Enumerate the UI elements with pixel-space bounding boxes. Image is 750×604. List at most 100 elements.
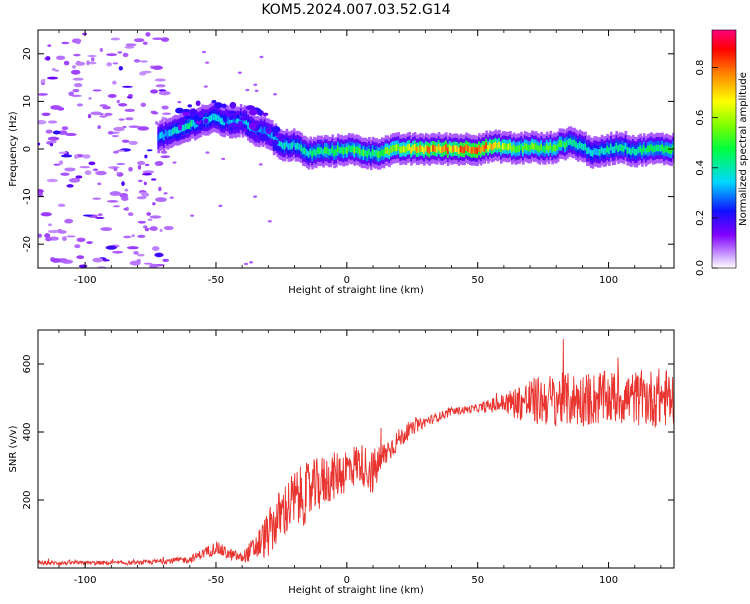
noise-blob — [258, 163, 263, 166]
noise-blob — [158, 186, 162, 192]
ridge-spread — [229, 101, 237, 109]
noise-blob — [154, 252, 164, 258]
noise-blob — [49, 140, 57, 144]
noise-blob — [75, 61, 86, 66]
ridge-cell — [520, 143, 523, 151]
y-tick-label: 400 — [22, 422, 33, 441]
ridge-cell — [578, 141, 582, 149]
noise-blob — [146, 212, 152, 216]
ridge-spread — [197, 124, 204, 131]
ridge-spread — [174, 134, 181, 140]
ridge-cell — [472, 146, 476, 154]
ridge-cell — [388, 148, 391, 156]
ridge-cell — [465, 144, 468, 152]
noise-blob — [92, 257, 104, 263]
y-tick-label: -20 — [22, 236, 33, 252]
noise-blob — [111, 134, 119, 138]
ridge-cell — [313, 148, 316, 156]
noise-blob — [121, 85, 133, 88]
ridge-cell — [338, 147, 342, 154]
noise-blob — [87, 113, 92, 119]
ridge-cell — [349, 145, 353, 153]
noise-blob — [88, 161, 96, 166]
noise-blob — [64, 218, 74, 224]
ridge-cell — [644, 147, 648, 155]
ridge-cell — [423, 147, 426, 154]
noise-blob — [41, 112, 51, 116]
noise-blob — [141, 172, 152, 176]
ridge-cell — [168, 129, 171, 137]
ridge-cell — [216, 114, 219, 122]
ridge-cell — [672, 144, 674, 152]
y-tick-label: 0 — [22, 146, 33, 152]
ridge-cell — [390, 146, 393, 153]
ridge-cell — [280, 141, 283, 149]
noise-blob — [129, 260, 141, 266]
ridge-cell — [283, 142, 287, 150]
ridge-cell — [542, 145, 545, 153]
ridge-spread — [248, 109, 258, 116]
ridge-cell — [487, 144, 490, 152]
colorbar-frame — [711, 29, 737, 269]
ridge-cell — [617, 145, 620, 152]
noise-blob — [121, 181, 125, 187]
noise-blob — [123, 235, 132, 239]
snr-panel: -100 -50 0 50 100 200 400 600 Height of straigh… — [8, 329, 675, 596]
noise-blob — [46, 178, 58, 183]
noise-blob — [145, 32, 151, 37]
noise-blob — [267, 220, 272, 223]
noise-blob — [53, 163, 61, 166]
ridge-cell — [580, 142, 584, 150]
noise-blob — [68, 178, 81, 183]
ridge-cell — [628, 147, 631, 154]
ridge-spread — [185, 128, 191, 133]
spectrogram-ylabel: Frequency (Hz) — [8, 111, 19, 187]
ridge-cell — [586, 147, 589, 155]
noise-blob — [97, 182, 102, 186]
noise-blob — [57, 203, 66, 208]
ridge-cell — [503, 143, 507, 150]
noise-blob — [128, 140, 138, 145]
snr-axes: -100 -50 0 50 100 200 400 600 — [22, 330, 674, 586]
ridge-cell — [514, 146, 518, 153]
ridge-cell — [445, 144, 448, 151]
ridge-cell — [307, 151, 311, 158]
ridge-cell — [613, 146, 617, 153]
noise-blob — [72, 88, 80, 93]
ridge-cell — [622, 145, 626, 153]
noise-blob — [124, 188, 129, 192]
noise-blob — [151, 111, 159, 115]
ridge-cell — [162, 133, 166, 141]
noise-blob — [101, 259, 110, 262]
noise-blob — [151, 246, 160, 251]
ridge-cell — [501, 143, 505, 150]
noise-blob — [61, 236, 67, 242]
ridge-cell — [303, 147, 307, 155]
noise-blob — [52, 130, 61, 135]
ridge-spread — [203, 118, 209, 124]
noise-blob — [202, 50, 207, 54]
ridge-cell — [448, 144, 452, 152]
ridge-spread — [211, 100, 217, 104]
noise-blob — [66, 235, 76, 238]
ridge-spread — [198, 112, 204, 118]
noise-blob — [244, 262, 249, 266]
ridge-cell — [630, 148, 633, 156]
ridge-cell — [289, 143, 292, 150]
noise-blob — [147, 218, 153, 221]
chart-title: KOM5.2024.007.03.52.G14 — [261, 2, 450, 18]
noise-blob — [137, 164, 142, 170]
ridge-cell — [637, 146, 641, 154]
ridge-spread — [195, 100, 201, 107]
x-tick-label: -50 — [208, 575, 224, 586]
noise-blob — [112, 150, 119, 154]
noise-blob — [137, 253, 145, 257]
noise-blob — [122, 125, 127, 129]
ridge-cell — [641, 148, 644, 155]
ridge-cell — [573, 139, 576, 147]
ridge-cell — [336, 145, 340, 153]
ridge-cell — [467, 145, 470, 153]
noise-blob — [112, 205, 120, 208]
ridge-cell — [582, 143, 586, 151]
snr-xlabel: Height of straight line (km) — [288, 585, 424, 596]
